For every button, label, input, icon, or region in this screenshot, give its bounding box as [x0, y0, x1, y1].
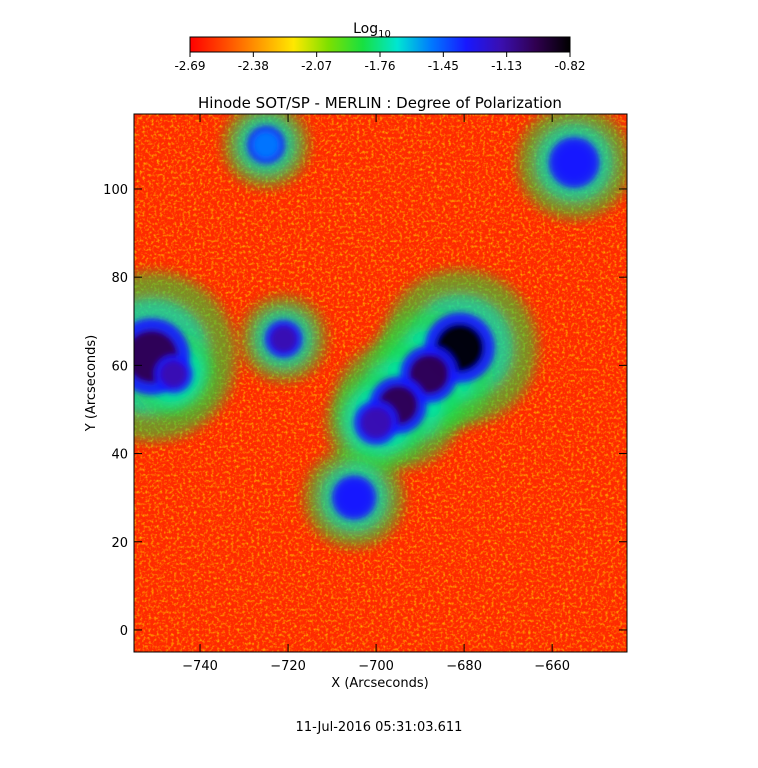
region-core	[252, 131, 280, 159]
y-axis: 0 20 40 60 80 100	[103, 183, 627, 639]
x-tick-label: −720	[270, 659, 306, 674]
colorbar-label: Log10	[353, 21, 391, 40]
y-tick-label: 80	[111, 271, 128, 286]
region-core	[360, 407, 392, 439]
colorbar-tick-label: -1.45	[428, 59, 459, 73]
region-core	[270, 325, 297, 353]
colorbar-tick-label: -1.76	[364, 59, 395, 73]
x-tick-label: −660	[534, 659, 570, 674]
colorbar-gradient	[189, 36, 571, 53]
colorbar-tick-label: -2.69	[174, 59, 205, 73]
region-core	[409, 354, 449, 394]
x-axis: −740 −720 −700 −680 −660	[182, 114, 570, 674]
heatmap-area	[134, 114, 627, 652]
colorbar-tick-label: -2.38	[238, 59, 269, 73]
core-group	[134, 125, 600, 520]
region-core	[338, 482, 370, 514]
y-axis-label: Y (Arcseconds)	[84, 335, 99, 432]
y-tick-label: 20	[111, 536, 128, 551]
polarization-regions	[134, 114, 627, 547]
x-tick-label: −740	[182, 659, 218, 674]
region-core	[556, 144, 592, 181]
colorbar-tick-label: -2.07	[301, 59, 332, 73]
colorbar-ticks: -2.69 -2.38 -2.07 -1.76 -1.45 -1.13 -0.82	[174, 52, 586, 73]
plot-frame	[133, 113, 628, 653]
y-tick-label: 60	[111, 359, 128, 374]
timestamp: 11-Jul-2016 05:31:03.611	[296, 720, 463, 735]
colorbar-tick-label: -1.13	[491, 59, 522, 73]
chart-title: Hinode SOT/SP - MERLIN : Degree of Polar…	[198, 94, 562, 112]
region-core	[160, 360, 187, 388]
y-tick-label: 40	[111, 448, 128, 463]
x-tick-label: −700	[358, 659, 394, 674]
y-tick-label: 100	[103, 183, 128, 198]
colorbar-tick-label: -0.82	[554, 59, 585, 73]
x-axis-label: X (Arcseconds)	[331, 676, 428, 691]
x-tick-label: −680	[446, 659, 482, 674]
y-tick-label: 0	[120, 624, 128, 639]
colorbar: Log10 -2.69 -2.38 -2.07 -1.76 -1.45 -1.13 -0.8…	[174, 21, 585, 73]
